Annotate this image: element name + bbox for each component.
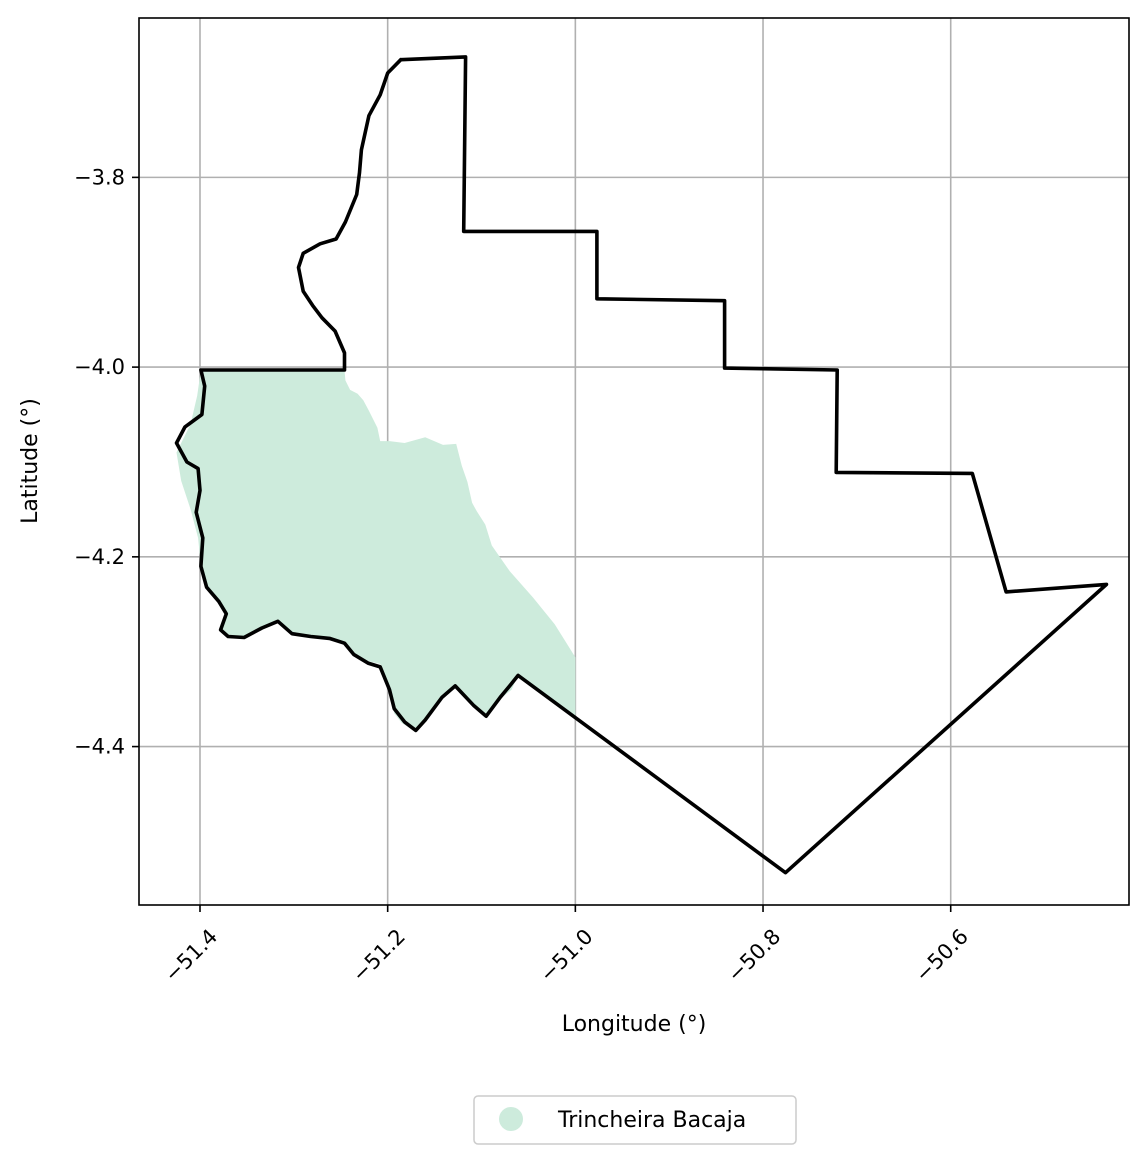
y-tick-label: −4.2 <box>74 545 125 569</box>
territory-boundary-outline <box>174 55 1109 875</box>
map-layer <box>174 55 1109 875</box>
x-axis-label: Longitude (°) <box>562 1012 707 1037</box>
legend-marker-trincheira-bacaja <box>499 1107 523 1131</box>
trincheira-bacaja-area <box>176 370 576 733</box>
plot-frame <box>138 17 1130 906</box>
grid-lines <box>139 18 1129 905</box>
y-tick-label: −3.8 <box>74 165 125 189</box>
legend: Trincheira Bacaja <box>473 1095 797 1145</box>
legend-frame <box>473 1095 797 1145</box>
y-axis-label: Latitude (°) <box>18 398 43 524</box>
y-tick-label: −4.0 <box>74 355 125 379</box>
legend-label-trincheira-bacaja: Trincheira Bacaja <box>557 1108 746 1133</box>
y-tick-label: −4.4 <box>74 735 125 759</box>
